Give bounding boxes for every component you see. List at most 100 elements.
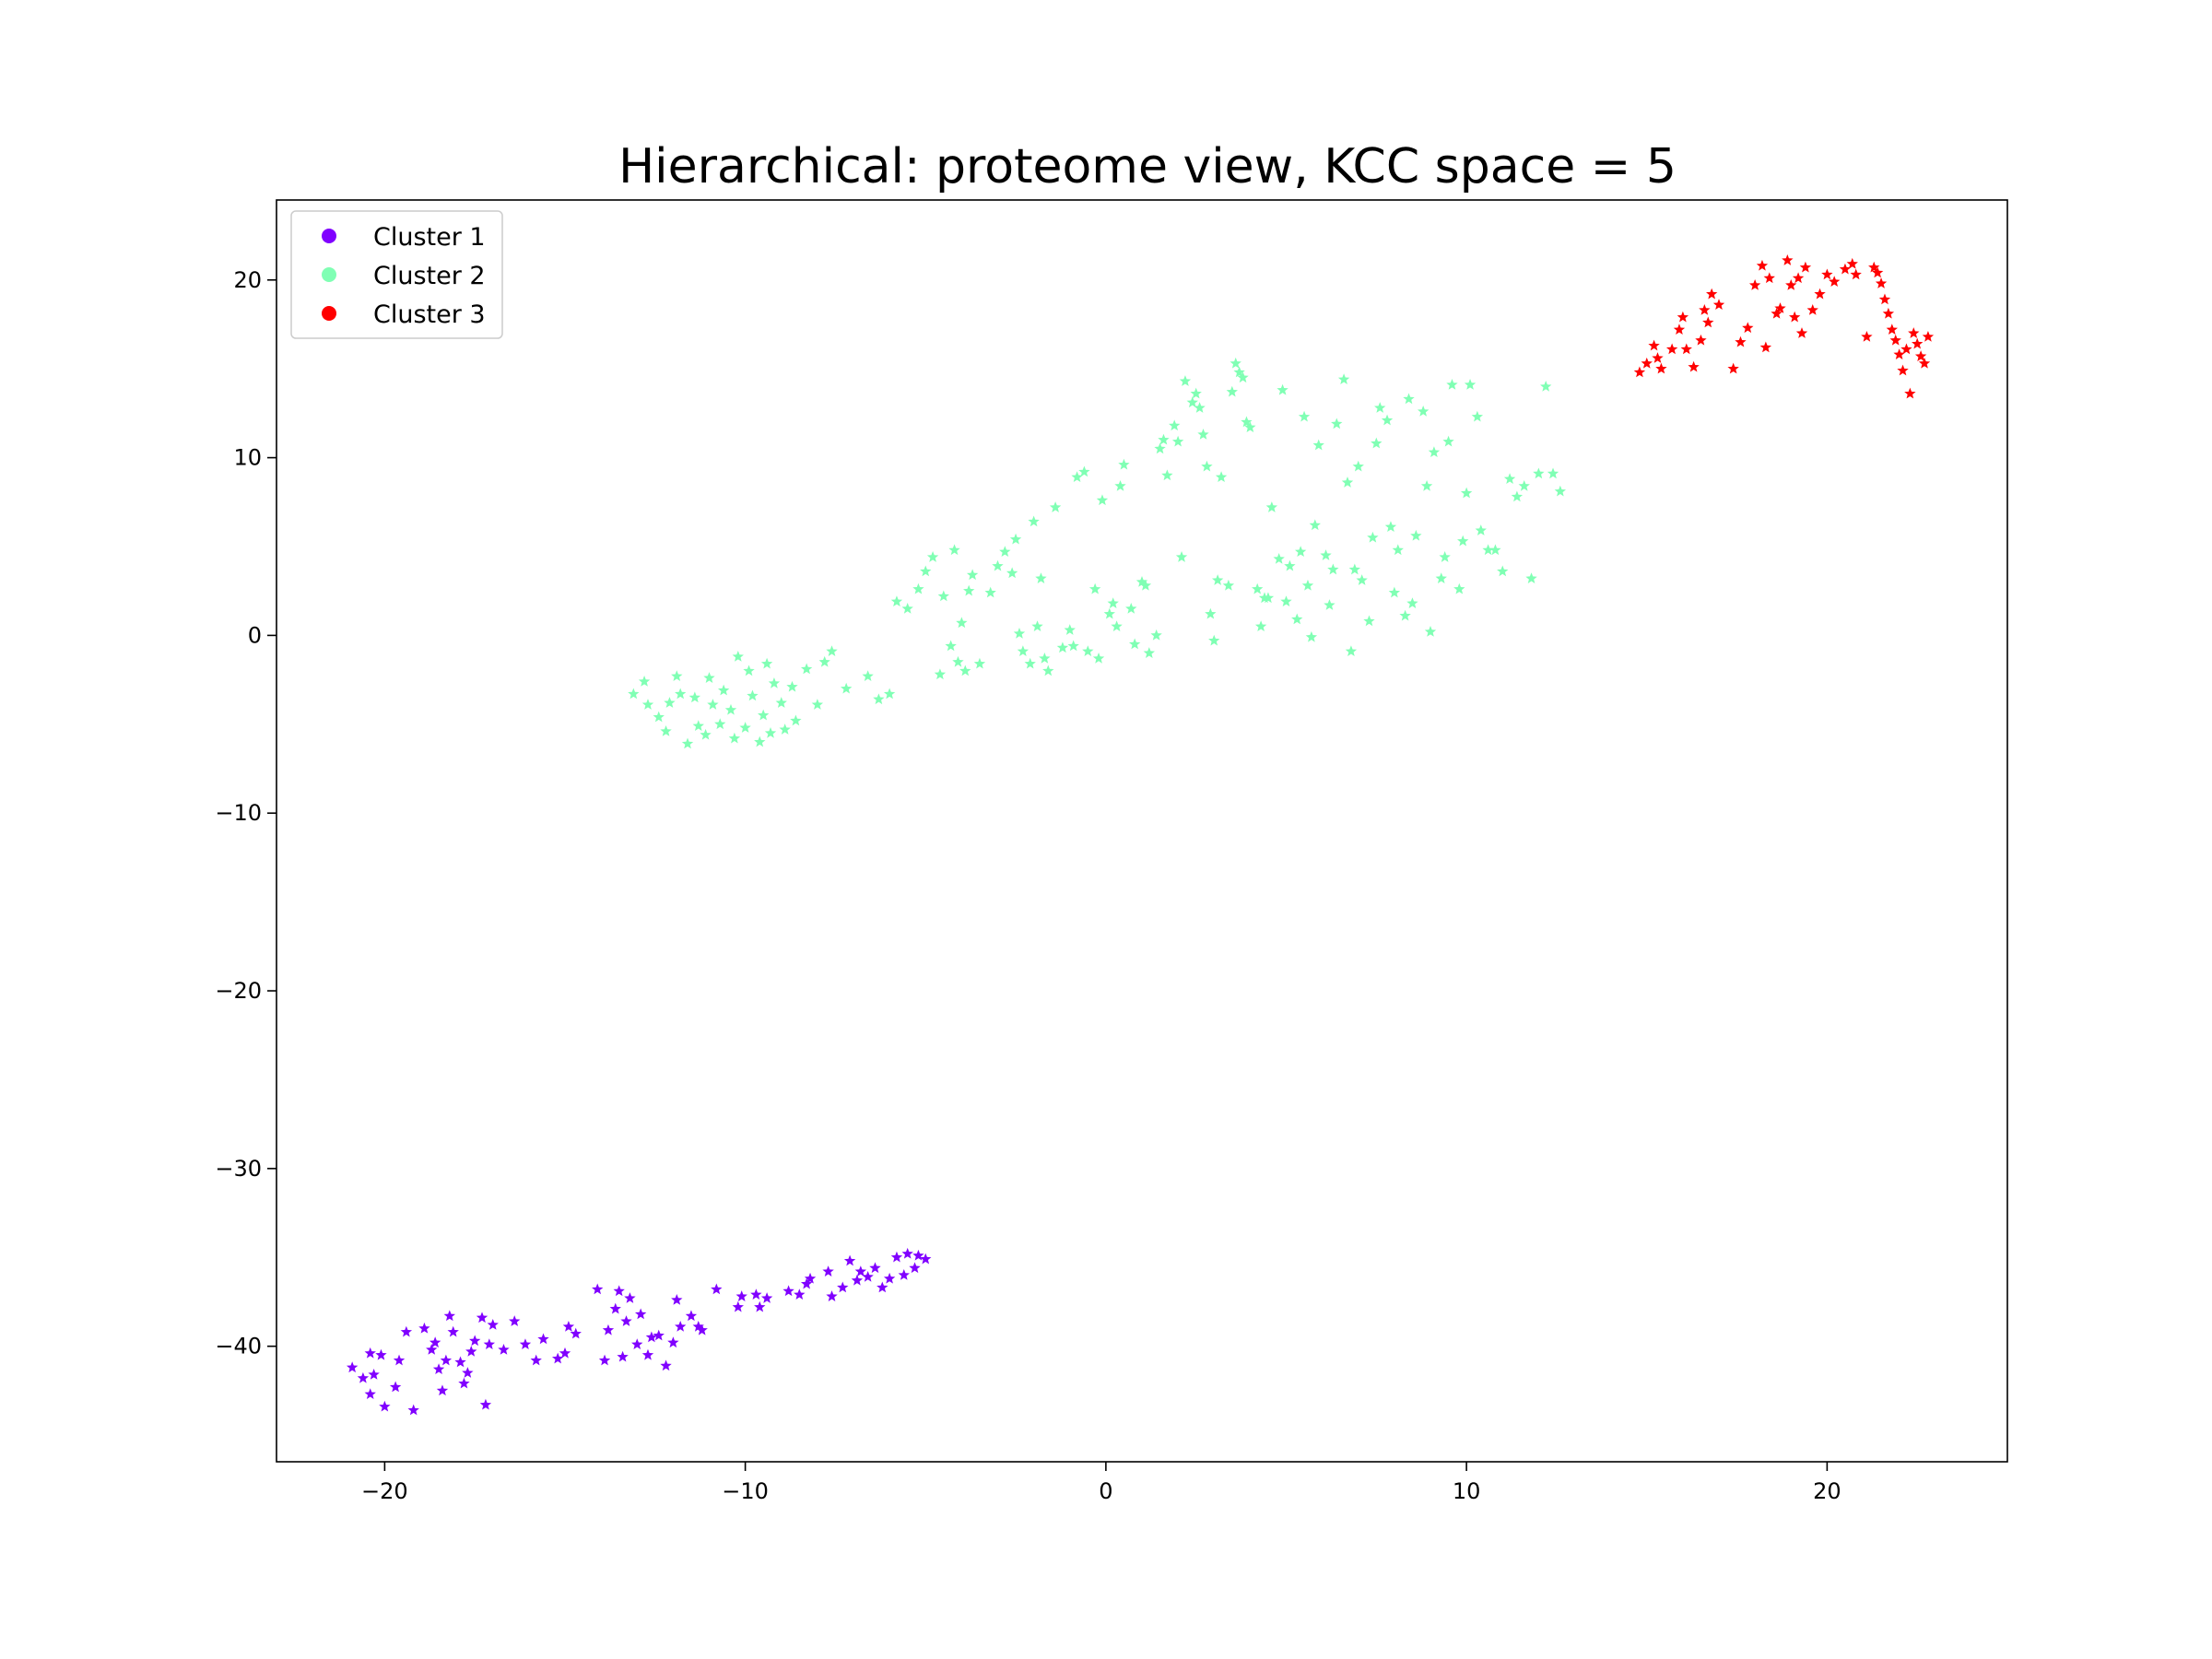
data-point — [1337, 373, 1350, 384]
data-point — [1107, 597, 1119, 608]
data-point — [999, 546, 1011, 558]
data-point — [1352, 460, 1364, 472]
y-tick-label: −20 — [215, 978, 262, 1004]
data-point — [1197, 429, 1209, 440]
y-tick-label: −40 — [215, 1334, 262, 1359]
data-point — [804, 1272, 817, 1284]
data-point — [1912, 337, 1924, 349]
data-point — [1547, 467, 1559, 479]
data-point — [1009, 533, 1022, 545]
data-point — [732, 1300, 744, 1312]
data-point — [685, 1310, 698, 1322]
data-point — [1331, 418, 1343, 429]
data-point — [1088, 582, 1101, 594]
data-point — [1525, 572, 1537, 583]
data-point — [432, 1363, 445, 1374]
data-point — [1453, 582, 1465, 594]
y-tick-label: 10 — [233, 445, 262, 471]
data-point — [1128, 638, 1141, 650]
data-point — [1424, 626, 1437, 637]
data-point — [1348, 563, 1361, 575]
data-point — [1457, 535, 1469, 547]
data-point — [1031, 620, 1043, 632]
data-point — [909, 1262, 921, 1274]
series-cluster-3 — [1633, 254, 1935, 399]
data-point — [739, 722, 751, 733]
data-point — [1222, 579, 1235, 591]
legend-marker — [322, 306, 336, 321]
data-point — [1186, 396, 1198, 408]
data-point — [1893, 348, 1905, 360]
plot-frame — [276, 199, 2008, 1463]
data-point — [1301, 579, 1314, 591]
data-point — [1652, 352, 1664, 363]
data-point — [754, 1300, 766, 1312]
data-point — [1324, 599, 1335, 610]
legend-label: Cluster 1 — [373, 223, 486, 252]
y-tick-label: −10 — [215, 800, 262, 826]
data-point — [476, 1312, 488, 1324]
data-point — [509, 1315, 521, 1326]
data-point — [617, 1350, 629, 1362]
data-point — [1771, 307, 1783, 319]
data-point — [1312, 439, 1324, 451]
x-tick-label: −10 — [722, 1478, 769, 1504]
data-point — [1897, 364, 1909, 376]
data-point — [782, 1285, 794, 1297]
data-point — [1320, 549, 1332, 560]
data-point — [1049, 501, 1062, 512]
data-point — [1540, 380, 1552, 392]
data-point — [664, 697, 676, 708]
data-point — [1013, 627, 1026, 639]
data-point — [1265, 501, 1278, 512]
data-point — [688, 691, 701, 703]
data-point — [465, 1345, 477, 1357]
data-point — [1252, 582, 1264, 594]
data-point — [1367, 531, 1379, 543]
data-point — [1403, 393, 1415, 405]
data-point — [400, 1325, 413, 1337]
data-point — [602, 1324, 615, 1335]
data-point — [754, 735, 766, 747]
data-point — [1792, 272, 1805, 284]
data-point — [901, 1247, 913, 1259]
data-point — [1254, 620, 1267, 632]
data-point — [1788, 311, 1801, 323]
data-point — [826, 1290, 838, 1301]
data-point — [714, 718, 726, 730]
data-point — [703, 672, 715, 683]
data-point — [1918, 357, 1931, 369]
data-point — [458, 1377, 470, 1389]
data-point — [1922, 330, 1935, 342]
data-point — [454, 1356, 466, 1368]
legend-marker — [322, 229, 336, 243]
data-point — [1028, 515, 1040, 527]
data-point — [883, 1272, 896, 1284]
data-point — [1179, 375, 1192, 386]
data-point — [1262, 592, 1275, 604]
data-point — [1446, 379, 1458, 390]
data-point — [717, 684, 730, 696]
data-point — [620, 1315, 632, 1326]
x-tick-label: 0 — [1099, 1478, 1112, 1504]
data-point — [1111, 620, 1123, 632]
data-point — [869, 1262, 881, 1274]
data-point — [675, 688, 687, 700]
points-layer — [346, 254, 1935, 1416]
data-point — [613, 1285, 625, 1297]
data-point — [530, 1354, 542, 1366]
data-point — [1082, 645, 1094, 657]
y-tick-label: 20 — [233, 267, 262, 293]
data-point — [898, 1269, 910, 1280]
data-point — [487, 1319, 499, 1330]
chart-title: Hierarchical: proteome view, KCC space =… — [618, 139, 1677, 194]
data-point — [1665, 343, 1678, 355]
data-point — [407, 1404, 419, 1416]
data-point — [818, 655, 830, 667]
data-point — [1215, 471, 1228, 483]
data-point — [1237, 371, 1249, 383]
data-point — [1420, 479, 1433, 491]
data-point — [660, 725, 672, 736]
data-point — [1878, 293, 1891, 305]
